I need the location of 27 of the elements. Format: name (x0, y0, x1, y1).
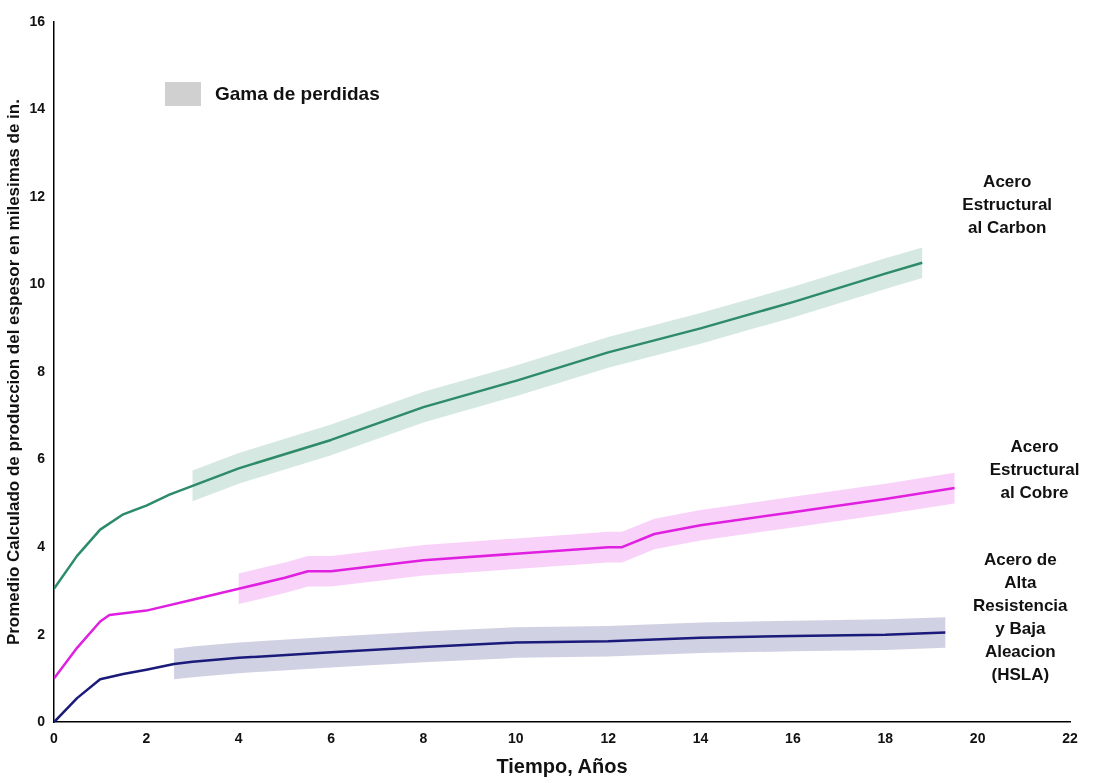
x-tick-label: 10 (508, 730, 524, 747)
series-label: Acero de Alta Resistencia y Baja Aleacion (HSLA) (973, 550, 1069, 685)
x-tick-label: 22 (1062, 730, 1078, 747)
y-tick-label: 2 (37, 625, 46, 642)
y-tick-label: 16 (29, 12, 46, 29)
x-axis-title: Tiempo, Años (496, 754, 628, 777)
y-tick-label: 6 (37, 450, 46, 467)
y-tick-label: 0 (37, 713, 46, 730)
x-tick-label: 0 (50, 730, 59, 747)
x-tick-label: 8 (419, 730, 428, 747)
y-tick-label: 8 (37, 362, 46, 379)
x-tick-label: 20 (969, 730, 986, 747)
y-tick-label: 14 (29, 100, 46, 117)
x-tick-label: 6 (327, 730, 336, 747)
text: Acero Estructural al Cobre (989, 436, 1080, 502)
x-tick-label: 14 (692, 730, 709, 747)
x-tick-label: 16 (785, 730, 801, 747)
y-tick-label: 4 (37, 538, 46, 555)
x-tick-label: 2 (142, 730, 151, 747)
x-tick-label: 4 (234, 730, 243, 747)
y-tick-label: 10 (29, 275, 46, 292)
y-axis-title: Promedio Calculado de produccion del espesor en milesimas de in. (3, 99, 23, 646)
x-tick-label: 18 (877, 730, 894, 747)
y-tick-label: 12 (29, 187, 46, 204)
text: Acero Estructural al Carbon (962, 171, 1053, 237)
x-tick-label: 12 (600, 730, 617, 747)
annotation: Gama de perdidas (215, 83, 380, 105)
